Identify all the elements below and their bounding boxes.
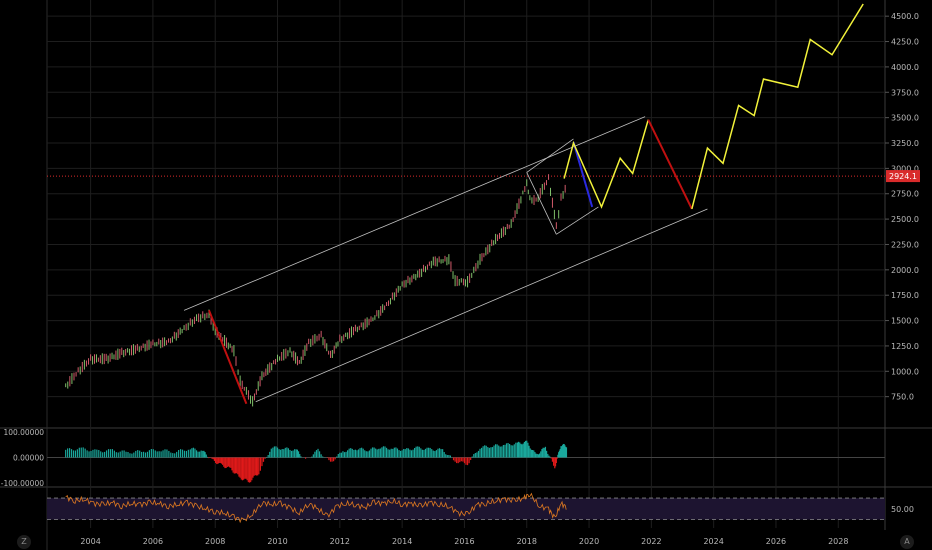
inner-channel-left-edge[interactable] [526, 172, 557, 235]
price-tick-label: 1250.0 [891, 342, 919, 351]
time-tick-label: 2012 [330, 537, 350, 546]
price-tick-label: 2250.0 [891, 240, 919, 249]
price-tick-label: 2500.0 [891, 215, 919, 224]
price-tick-label: 4000.0 [891, 63, 919, 72]
timezone-button[interactable]: Z [17, 535, 31, 549]
time-tick-label: 2008 [205, 537, 225, 546]
time-tick-label: 2010 [267, 537, 287, 546]
current-price-label: 2924.1 [889, 172, 917, 181]
oscillator-band [47, 498, 885, 520]
time-tick-label: 2006 [143, 537, 163, 546]
oscillator-panel[interactable]: 50.00 [47, 492, 914, 524]
price-tick-label: 3750.0 [891, 88, 919, 97]
yellow-projection-line-2[interactable] [691, 3, 864, 210]
price-tick-label: 4500.0 [891, 12, 919, 21]
yellow-projection-line[interactable] [563, 119, 649, 209]
histogram-axis-label: 0.00000 [13, 454, 44, 463]
channel-lower-line[interactable] [255, 208, 708, 403]
time-tick-label: 2016 [454, 537, 474, 546]
price-tick-label: 4250.0 [891, 38, 919, 47]
price-tick-label: 3500.0 [891, 114, 919, 123]
channel-upper-line[interactable] [183, 116, 646, 311]
main-price-panel[interactable] [47, 3, 885, 407]
time-tick-label: 2028 [828, 537, 848, 546]
price-axis[interactable]: 750.0 1000.0 1250.0 1500.0 1750.0 2000.0 2250.… [885, 12, 920, 402]
time-tick-label: 2014 [392, 537, 412, 546]
oscillator-axis-label: 50.00 [891, 505, 914, 514]
price-tick-label: 1750.0 [891, 291, 919, 300]
time-axis[interactable]: 2004 2006 2008 2010 2012 2014 2016 2018 2020 2022… [80, 537, 848, 546]
time-tick-label: 2026 [766, 537, 786, 546]
inner-channel-upper-line[interactable] [526, 138, 574, 173]
oscillator-line[interactable] [65, 492, 567, 524]
price-tick-label: 3000.0 [891, 164, 919, 173]
auto-scale-button[interactable]: A [900, 535, 914, 549]
inner-channel-lower-line[interactable] [556, 206, 599, 235]
histogram-axis-label: -100.00000 [1, 479, 44, 488]
price-tick-label: 2000.0 [891, 266, 919, 275]
price-tick-label: 750.0 [891, 393, 914, 402]
price-tick-label: 1000.0 [891, 367, 919, 376]
current-price-badge [886, 170, 920, 183]
time-tick-label: 2022 [641, 537, 661, 546]
price-tick-label: 3250.0 [891, 139, 919, 148]
price-tick-label: 2750.0 [891, 190, 919, 199]
time-tick-label: 2004 [80, 537, 100, 546]
blue-leg-line[interactable] [572, 141, 594, 208]
time-tick-label: 2024 [703, 537, 723, 546]
histogram-axis-label: 100.00000 [3, 428, 44, 437]
time-tick-label: 2018 [517, 537, 537, 546]
red-projection-line[interactable] [647, 119, 693, 210]
crash-2008-line[interactable] [208, 310, 248, 405]
histogram-panel[interactable]: 100.00000 0.00000 -100.00000 [1, 428, 885, 488]
time-tick-label: 2020 [579, 537, 599, 546]
price-tick-label: 1500.0 [891, 317, 919, 326]
